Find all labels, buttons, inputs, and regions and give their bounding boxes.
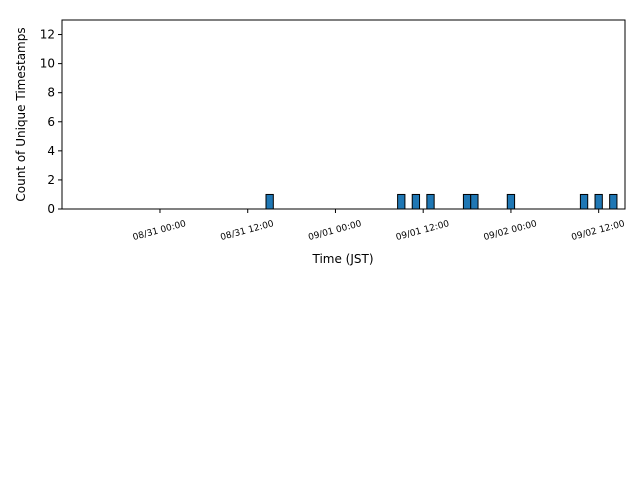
x-tick-label: 09/02 12:00 [570,219,626,243]
y-tick-label: 12 [40,28,55,42]
bar [397,193,406,210]
plot-frame [61,19,626,210]
bar [470,193,479,210]
bar [506,193,516,210]
x-axis: 08/31 00:00 08/31 12:00 09/01 00:00 09/01 1… [132,209,626,243]
y-tick-label: 4 [47,144,55,158]
y-tick-label: 8 [47,86,55,100]
x-tick-label: 09/01 12:00 [395,219,451,243]
x-tick-label: 08/31 12:00 [219,219,275,243]
bar [579,193,589,210]
bar-group [265,193,618,210]
y-tick-label: 0 [47,202,55,216]
bar [609,193,618,210]
bar [265,193,274,210]
bar [462,193,472,210]
bar [426,193,435,210]
x-axis-label: Time (JST) [311,252,373,266]
y-tick-label: 10 [40,57,55,71]
x-tick-label: 09/02 00:00 [483,219,539,243]
y-tick-label: 6 [47,115,55,129]
y-axis: 0 2 4 6 8 10 12 [40,28,62,216]
bar [411,193,421,210]
y-tick-label: 2 [47,173,55,187]
y-axis-label: Count of Unique Timestamps [14,27,28,201]
x-tick-label: 09/01 00:00 [307,219,363,243]
bar [594,193,603,210]
x-tick-label: 08/31 00:00 [132,219,188,243]
